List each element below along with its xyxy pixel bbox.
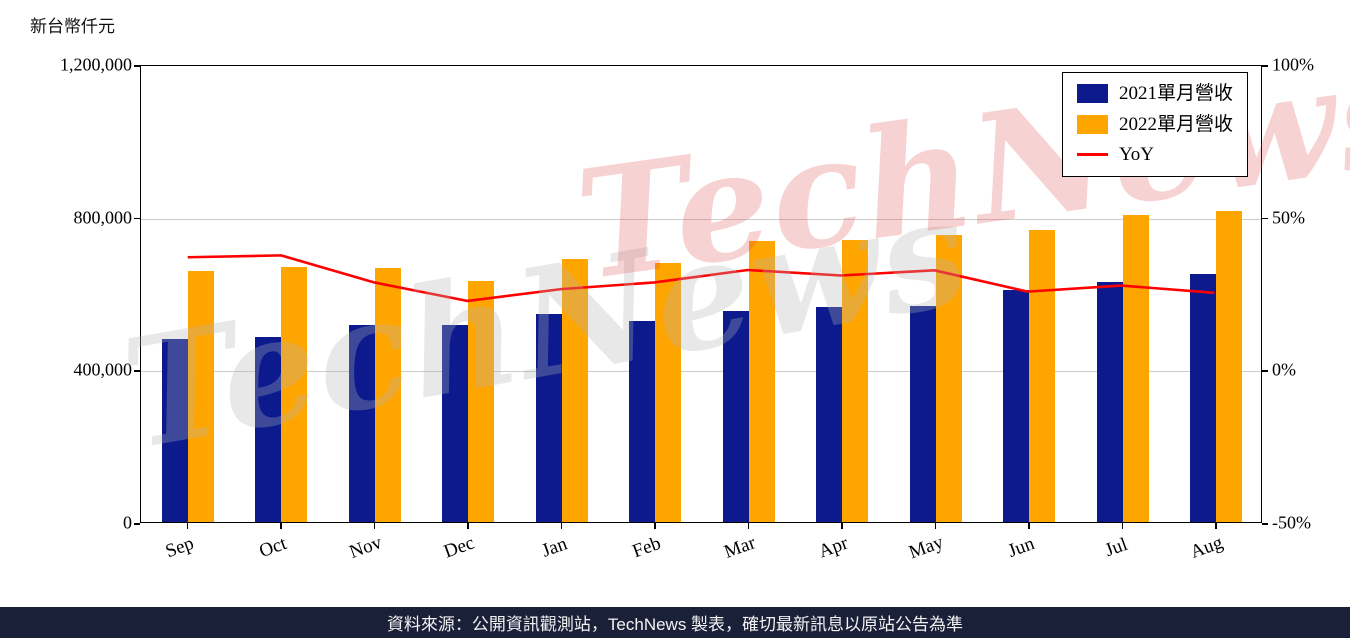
bar-2022單月營收-May [935, 234, 962, 522]
legend-label-2021: 2021單月營收 [1118, 83, 1233, 104]
gridline [141, 371, 1261, 373]
legend-swatch-2021 [1076, 84, 1108, 104]
bar-2021單月營收-Nov [348, 324, 375, 522]
footer-bar: 資料來源：公開資訊觀測站，TechNews 製表，確切最新訊息以原站公告為準 [0, 607, 1350, 638]
bar-2021單月營收-Mar [722, 310, 749, 522]
bar-2022單月營收-Nov [374, 267, 401, 522]
x-tick-label-Feb: Feb [629, 532, 664, 563]
footer-text: 資料來源：公開資訊觀測站，TechNews 製表，確切最新訊息以原站公告為準 [386, 615, 964, 634]
x-tick-label-Jun: Jun [1005, 533, 1038, 562]
x-tick-label-Oct: Oct [256, 532, 290, 563]
x-tick-mark [186, 523, 189, 529]
left-tick-label: 800,000 [73, 207, 133, 228]
bar-2021單月營收-Jul [1096, 281, 1123, 522]
right-tick-label: -50% [1272, 512, 1311, 533]
bar-2022單月營收-Jul [1122, 214, 1149, 522]
x-tick-mark [654, 523, 656, 529]
bar-2021單月營收-Oct [255, 336, 282, 522]
plot-area [140, 65, 1262, 523]
x-tick-label-Aug: Aug [1187, 532, 1226, 563]
left-tick-label: 400,000 [73, 359, 133, 380]
yoy-line [187, 254, 1215, 303]
bar-2021單月營收-Aug [1190, 273, 1217, 522]
x-tick-label-Mar: Mar [721, 532, 759, 563]
x-tick-label-Nov: Nov [346, 532, 385, 563]
x-tick-mark [560, 523, 563, 529]
legend-label-2022: 2022單月營收 [1118, 113, 1233, 135]
left-tick-label: 1,200,000 [60, 54, 132, 75]
legend-swatch-2022 [1076, 114, 1108, 134]
x-tick-label-Dec: Dec [441, 532, 478, 563]
bar-2022單月營收-Jan [561, 258, 588, 522]
bar-2022單月營收-Sep [187, 270, 214, 522]
bar-2021單月營收-Sep [161, 338, 188, 522]
right-tick-mark [1262, 217, 1268, 220]
bar-2022單月營收-Aug [1216, 210, 1243, 522]
x-tick-mark [747, 523, 750, 529]
left-tick-mark [134, 65, 140, 67]
bar-2022單月營收-Dec [468, 280, 495, 522]
legend-item-2022: 2022單月營收 [1076, 111, 1233, 139]
legend-label-yoy: YoY [1118, 144, 1155, 166]
legend-item-2021: 2021單月營收 [1076, 80, 1233, 108]
bar-2022單月營收-Apr [842, 240, 869, 522]
legend-item-yoy: YoY [1076, 141, 1233, 169]
x-tick-label-Jul: Jul [1102, 533, 1131, 562]
x-tick-label-Jan: Jan [538, 533, 570, 562]
bar-2022單月營收-Feb [655, 262, 682, 522]
legend: 2021單月營收 2022單月營收 YoY [1061, 72, 1248, 177]
bar-2021單月營收-May [909, 305, 936, 522]
x-tick-mark [280, 523, 282, 529]
x-tick-mark [373, 523, 376, 529]
x-tick-mark [841, 523, 843, 529]
x-tick-mark [467, 523, 469, 529]
x-tick-label-Apr: Apr [816, 532, 852, 563]
bar-2021單月營收-Apr [816, 307, 843, 522]
left-axis-unit-label: 新台幣仟元 [30, 17, 115, 36]
bar-2021單月營收-Jan [535, 314, 562, 522]
bar-2022單月營收-Jun [1029, 230, 1056, 522]
right-tick-label: 0% [1272, 359, 1296, 380]
left-tick-mark [134, 370, 140, 372]
left-tick-mark [134, 217, 140, 220]
x-tick-label-May: May [905, 531, 946, 564]
bar-2021單月營收-Jun [1003, 289, 1030, 522]
gridline [141, 218, 1261, 220]
x-tick-label-Sep: Sep [162, 532, 197, 563]
right-tick-label: 100% [1272, 54, 1314, 75]
x-tick-mark [1121, 523, 1124, 529]
left-tick-label: 0 [123, 512, 132, 533]
right-tick-mark [1262, 523, 1268, 525]
legend-swatch-yoy [1076, 153, 1108, 157]
x-tick-mark [1028, 523, 1030, 529]
yoy-polyline [187, 254, 1215, 303]
bar-2021單月營收-Dec [442, 325, 469, 522]
right-tick-mark [1262, 370, 1268, 372]
right-tick-label: 50% [1272, 207, 1305, 228]
bar-2021單月營收-Feb [629, 320, 656, 522]
bar-2022單月營收-Oct [281, 267, 308, 522]
right-tick-mark [1262, 65, 1268, 67]
x-tick-mark [1215, 523, 1217, 529]
x-tick-mark [934, 523, 937, 529]
bar-2022單月營收-Mar [748, 241, 775, 522]
left-tick-mark [134, 523, 140, 525]
